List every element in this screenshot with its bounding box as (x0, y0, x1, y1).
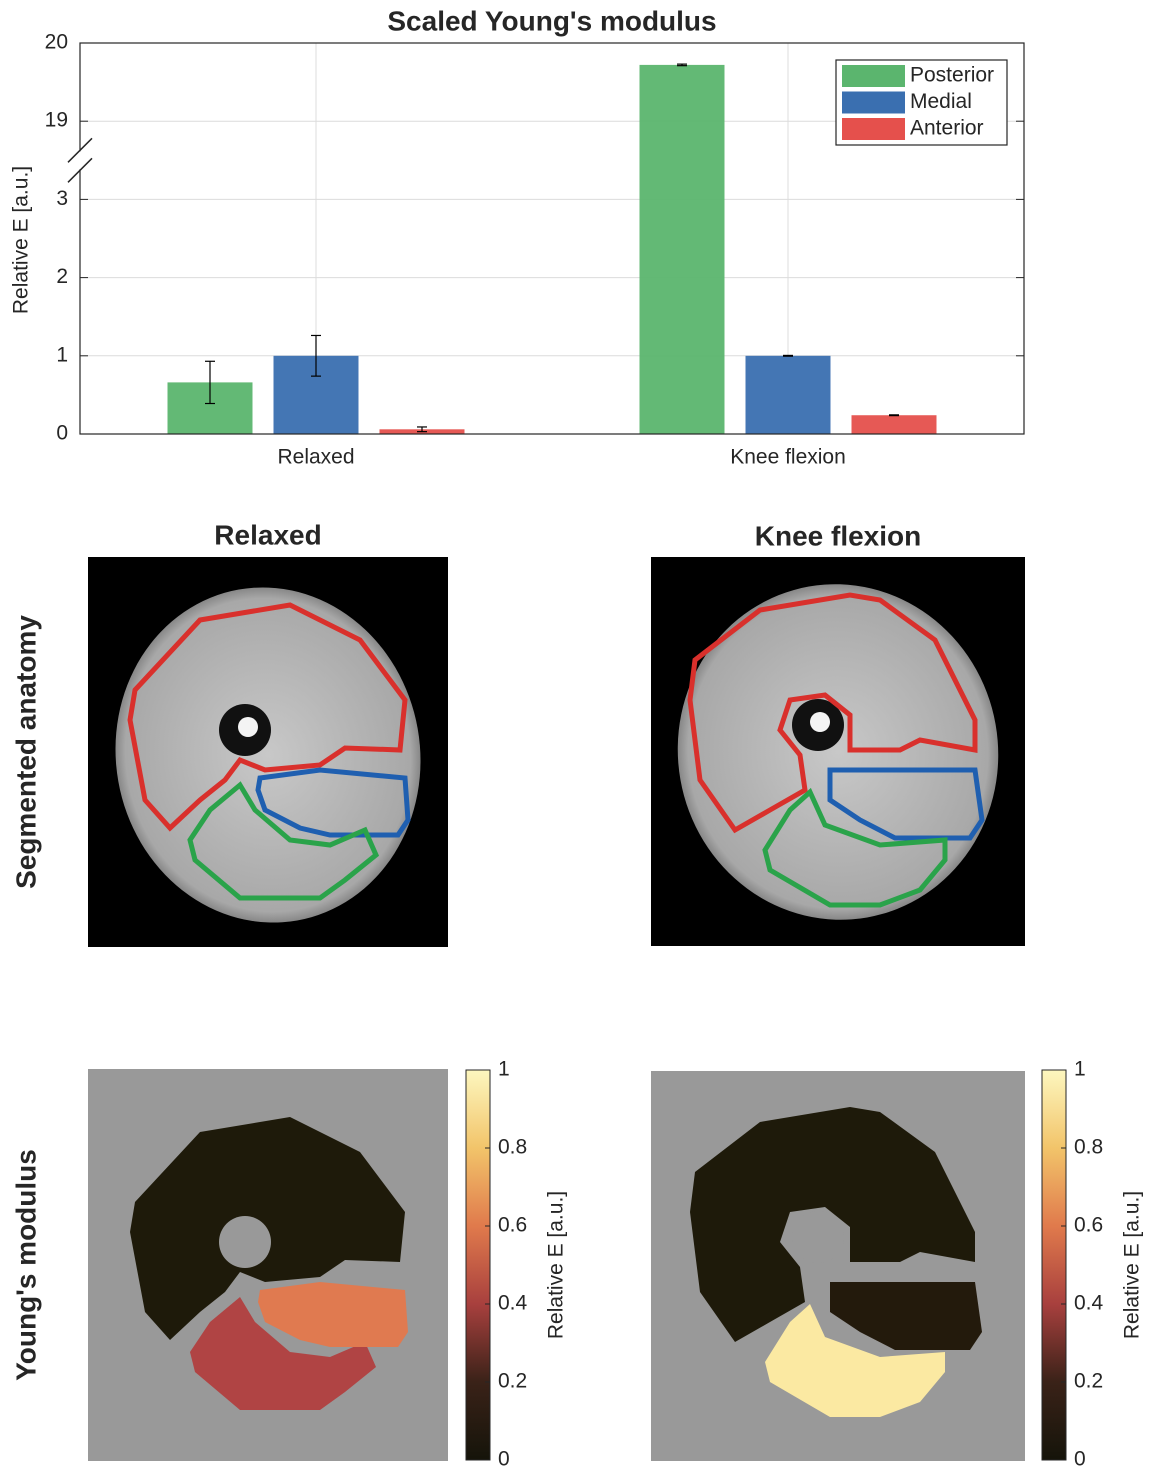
x-tick-label: Knee flexion (730, 446, 846, 469)
row-label: Segmented anatomy (10, 615, 41, 889)
bar-chart: 0 1 2 3 19 20 Relaxed Knee flexion Posterior Medi… (45, 31, 1024, 469)
colorbar-tick-label: 1 (1074, 1058, 1086, 1081)
legend-label: Anterior (910, 117, 984, 140)
legend-swatch (842, 118, 905, 140)
column-title: Relaxed (214, 519, 321, 550)
error-bar (889, 415, 899, 416)
colorbar-tick-label: 0.8 (1074, 1136, 1103, 1159)
bar (746, 356, 831, 434)
modulus-map (651, 1071, 1025, 1461)
colorbar-tick-label: 0.6 (1074, 1214, 1103, 1237)
colorbar-tick-label: 0.2 (1074, 1370, 1103, 1393)
colorbar-tick-label: 0 (1074, 1448, 1086, 1471)
legend-label: Medial (910, 90, 972, 113)
colorbar-tick-label: 0.4 (1074, 1292, 1104, 1315)
colorbar-tick-label: 0.8 (498, 1136, 527, 1159)
legend-swatch (842, 92, 905, 114)
colorbar-label: Relative E [a.u.] (1121, 1191, 1144, 1339)
colorbar (1042, 1070, 1066, 1460)
x-tick-label: Relaxed (277, 446, 354, 469)
colorbar-tick-label: 0.4 (498, 1292, 528, 1315)
error-bar (783, 355, 793, 356)
y-tick-label: 2 (56, 265, 68, 288)
modulus-map (88, 1069, 448, 1461)
colorbar-tick-label: 0.6 (498, 1214, 527, 1237)
mri-image (88, 557, 448, 947)
y-tick-label: 0 (56, 422, 68, 445)
chart-title: Scaled Young's modulus (387, 5, 716, 36)
colorbar-label: Relative E [a.u.] (545, 1191, 568, 1339)
row-label: Young's modulus (10, 1149, 41, 1381)
bar (640, 65, 725, 434)
y-tick-label: 19 (45, 109, 68, 132)
colorbar-tick-label: 1 (498, 1058, 510, 1081)
y-tick-label: 1 (56, 343, 68, 366)
colorbar (466, 1070, 490, 1460)
y-tick-label: 3 (56, 187, 68, 210)
bar (852, 415, 937, 434)
legend-label: Posterior (910, 64, 994, 87)
y-axis-label: Relative E [a.u.] (10, 166, 33, 314)
axis-break-gap (68, 151, 92, 169)
mri-image (651, 557, 1025, 946)
figure: Scaled Young's modulus Relative E [a.u.]… (0, 0, 1151, 1471)
error-bar (677, 64, 687, 66)
legend-swatch (842, 65, 905, 87)
column-title: Knee flexion (755, 520, 921, 551)
colorbar-tick-label: 0 (498, 1448, 510, 1471)
y-tick-label: 20 (45, 31, 68, 54)
colorbar-tick-label: 0.2 (498, 1370, 527, 1393)
